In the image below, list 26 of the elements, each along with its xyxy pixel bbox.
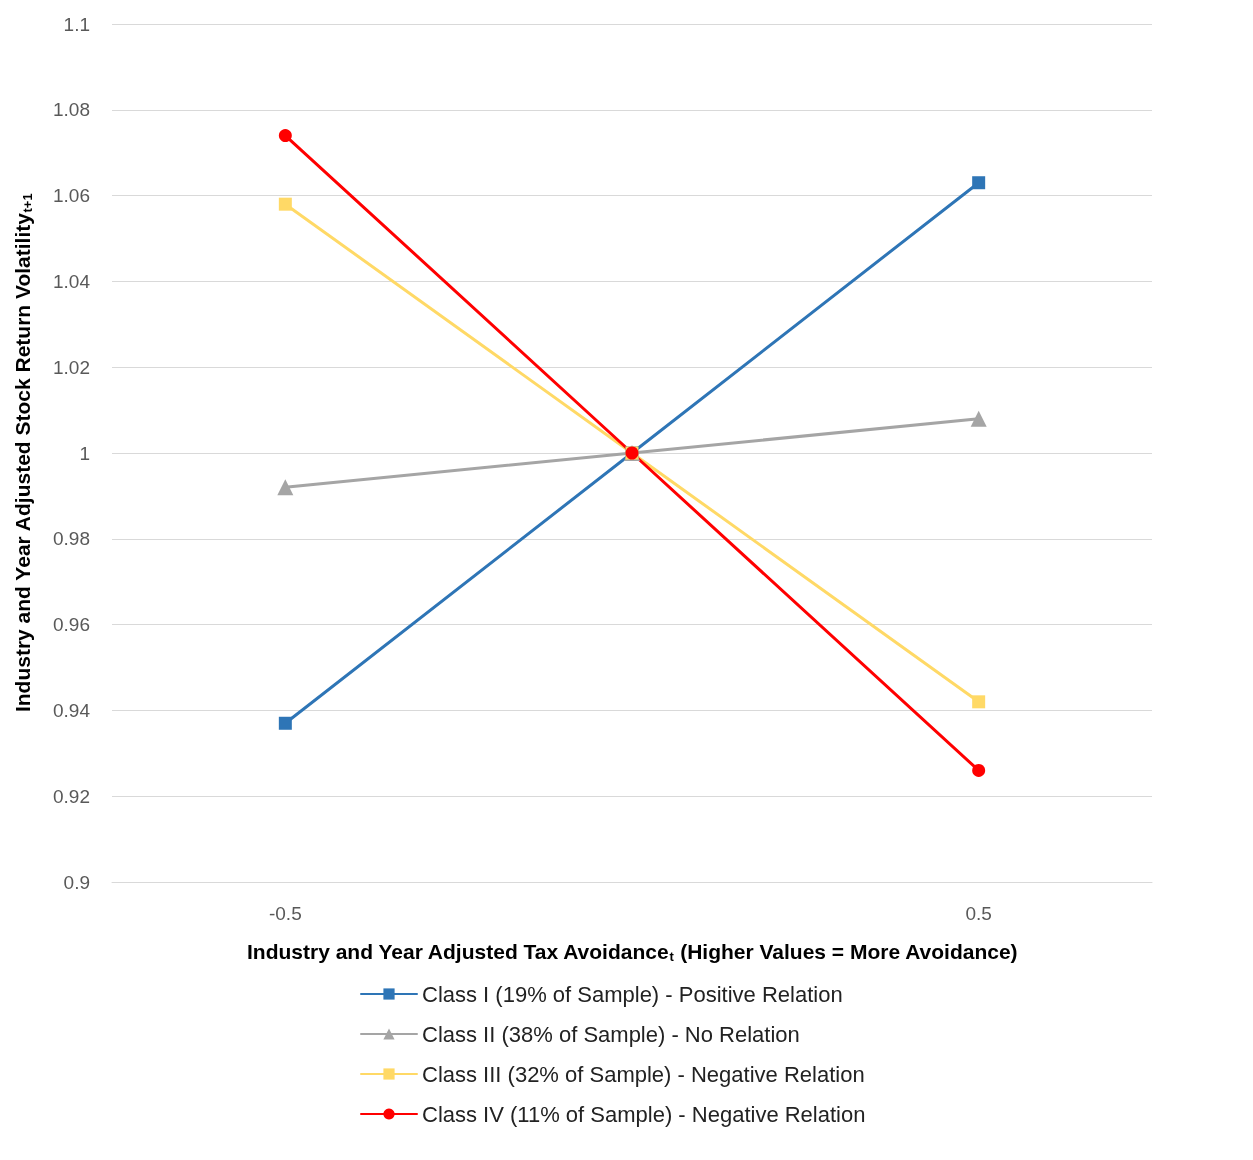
x-tick-label: -0.5: [268, 903, 302, 924]
y-tick-label: 1: [79, 442, 90, 464]
point: [278, 129, 292, 143]
y-tick-label: 0.92: [53, 785, 90, 807]
y-tick-label: 1.1: [63, 13, 90, 35]
y-tick-label: 1.04: [53, 270, 91, 292]
legend-label: Class II (38% of Sample) - No Relation: [422, 1021, 800, 1047]
point: [970, 410, 987, 427]
point: [972, 763, 986, 777]
y-tick-label: 0.96: [53, 614, 90, 636]
point: [278, 197, 292, 211]
point: [972, 176, 986, 190]
y-tick-label: 1.08: [53, 99, 90, 121]
point: [972, 695, 986, 709]
point: [278, 716, 292, 730]
x-tick-label: 0.5: [965, 903, 992, 924]
legend-label: Class IV (11% of Sample) - Negative Relation: [422, 1101, 866, 1127]
y-tick-label: 1.06: [53, 185, 90, 207]
y-tick-label: 0.98: [53, 528, 90, 550]
legend-label: Class I (19% of Sample) - Positive Relation: [422, 981, 843, 1007]
point: [277, 479, 294, 496]
y-axis-title: Industry and Year Adjusted Stock Return Volatilityt+1: [11, 193, 35, 713]
y-tick-label: 0.9: [63, 871, 90, 893]
y-tick-label: 1.02: [53, 356, 90, 378]
legend-label: Class III (32% of Sample) - Negative Relation: [422, 1061, 865, 1087]
y-tick-label: 0.94: [53, 699, 91, 721]
